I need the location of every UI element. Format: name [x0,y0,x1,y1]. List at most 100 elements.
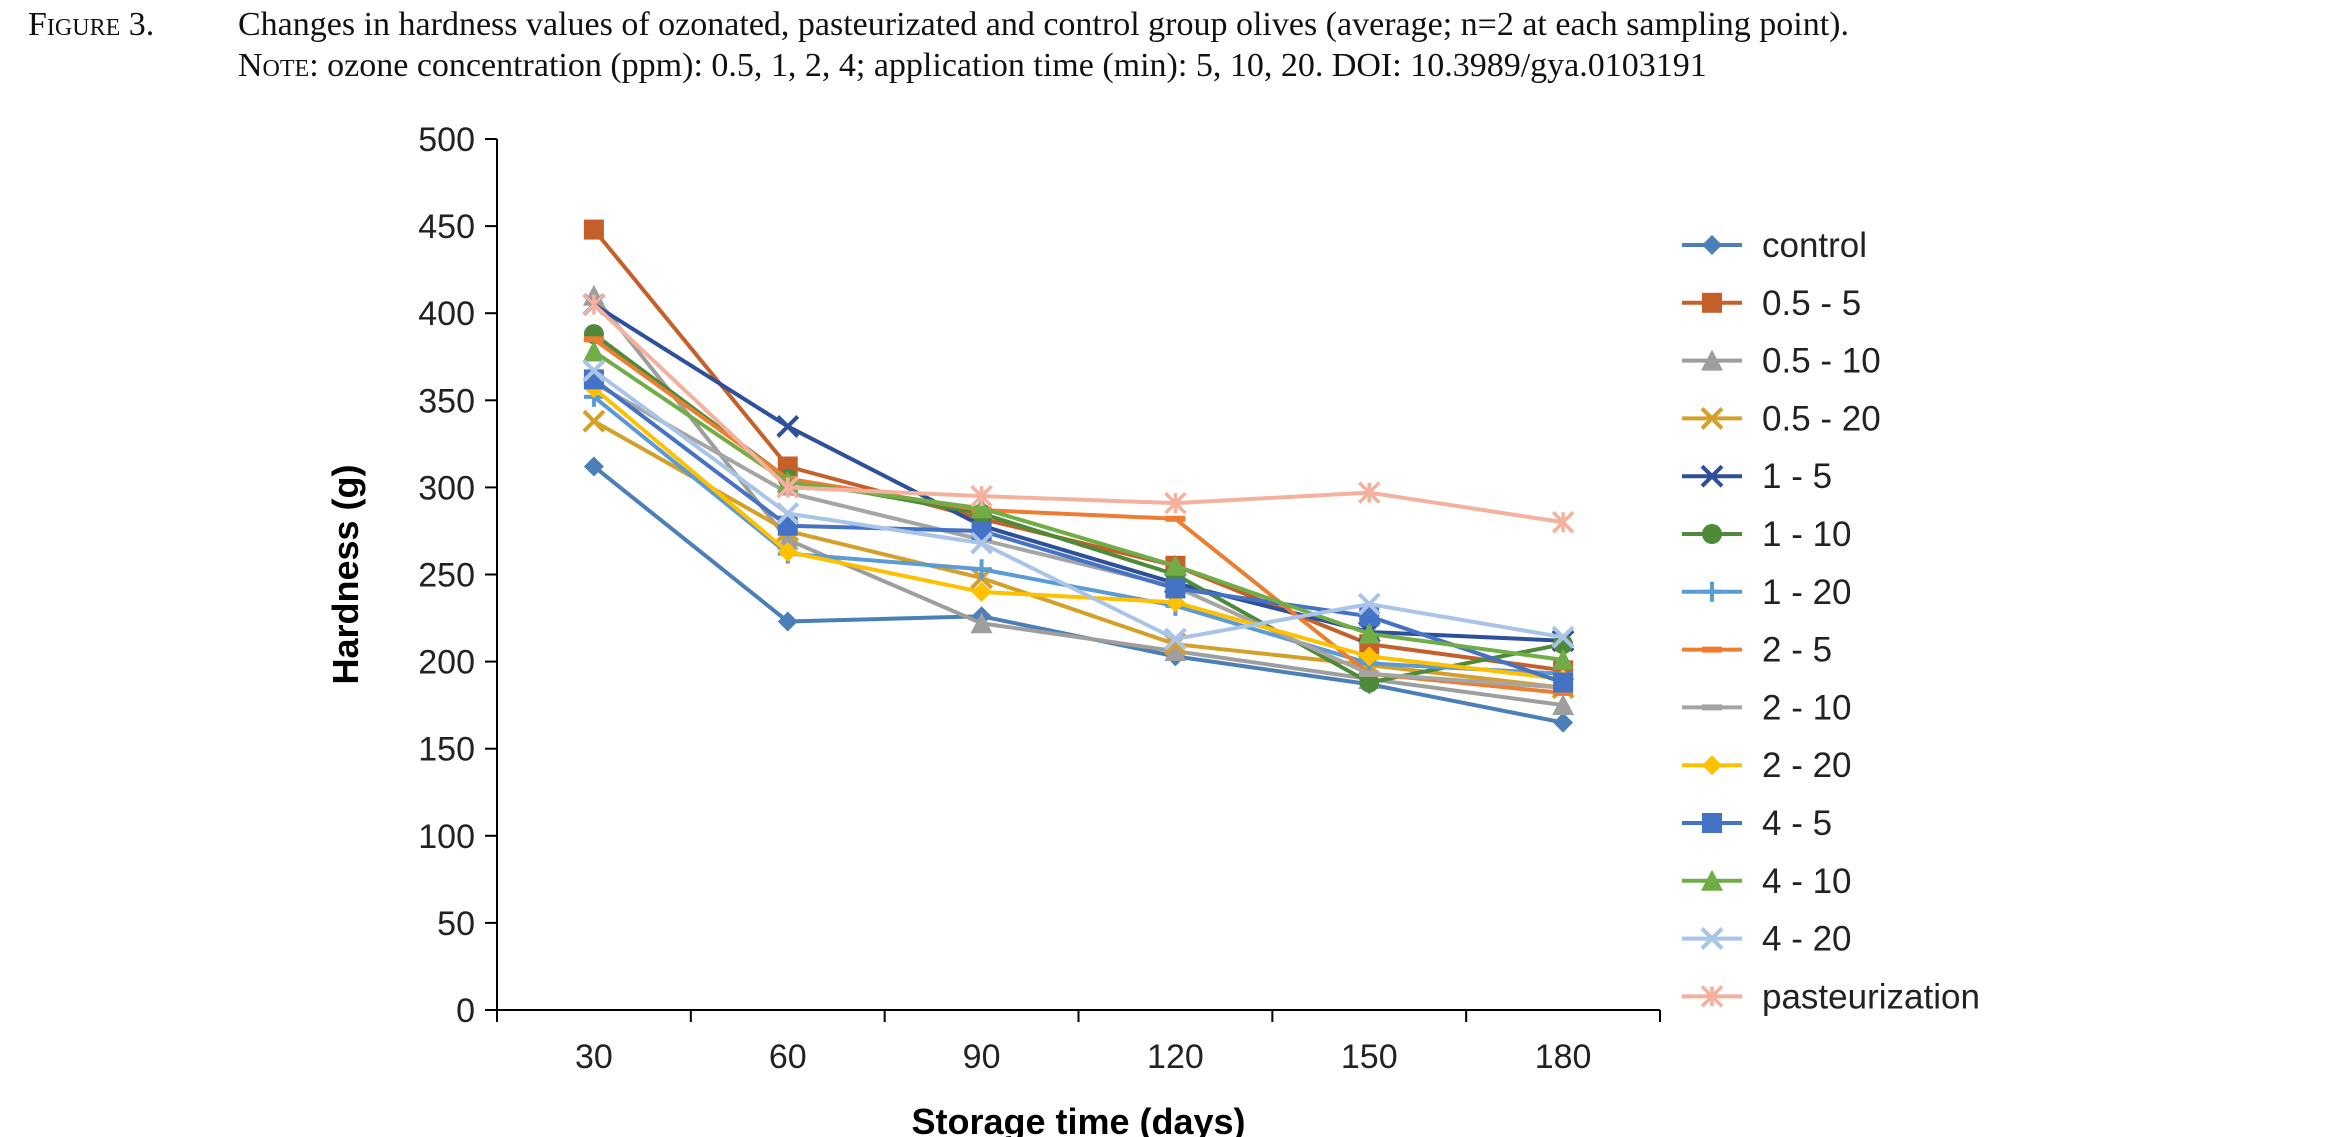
legend-item: 2 - 10 [1682,688,1852,727]
data-point [776,502,800,525]
data-point [582,293,606,316]
data-point [583,336,604,343]
caption-line2: ozone concentration (ppm): 0.5, 1, 2, 4;… [327,47,1707,84]
legend-marker [1702,524,1722,544]
legend-item: 0.5 - 20 [1682,399,1881,438]
legend-item: 0.5 - 5 [1682,284,1861,323]
data-point [1358,481,1381,504]
legend-marker [1702,755,1722,776]
data-point [1553,672,1574,693]
data-point [1551,625,1575,649]
y-tick-label: 100 [418,818,475,856]
x-tick-label: 90 [963,1038,1001,1076]
series-4-20 [582,359,1575,651]
legend-item: 4 - 10 [1682,862,1852,901]
x-tick-label: 120 [1147,1038,1204,1076]
series-line [592,377,1564,685]
series-line [592,381,1564,690]
data-point [1552,648,1575,670]
data-point [583,219,604,240]
data-point [1164,640,1187,662]
legend-marker [1702,292,1722,313]
x-tick-label: 30 [575,1038,613,1076]
legend-item: pasteurization [1682,977,1980,1016]
x-tick-label: 60 [769,1038,807,1076]
series-line [592,303,1564,525]
legend-item: 1 - 10 [1682,515,1852,554]
data-point [970,531,993,555]
legend-label: 4 - 20 [1762,920,1852,959]
legend-item: 0.5 - 10 [1682,342,1881,381]
data-point [776,528,799,550]
legend-label: pasteurization [1762,977,1980,1016]
y-tick-label: 400 [418,295,475,333]
series-4-5 [583,369,1574,693]
y-tick-label: 50 [437,905,475,943]
legend-label: 4 - 10 [1762,862,1852,901]
y-tick-label: 250 [418,557,475,595]
legend-marker [1702,646,1722,653]
chart-axes: 0 50 100 150 200 250 300 350 400 450 500 30 60 90 120 1… [325,121,1661,1137]
legend-label: 0.5 - 10 [1762,342,1881,381]
y-tick-label: 300 [418,469,475,507]
legend-marker [1702,813,1722,833]
data-point [1552,694,1575,716]
legend-item: 2 - 20 [1682,746,1852,785]
y-tick-label: 350 [418,382,475,420]
data-point [970,612,993,634]
data-point [776,415,800,438]
legend-label: control [1762,226,1867,265]
data-point [1165,515,1186,522]
plot-area [582,219,1575,733]
data-point [1551,511,1575,534]
legend-marker [1700,985,1724,1008]
series-line [592,302,1564,643]
data-point [971,559,992,580]
data-point [582,359,606,383]
y-tick-label: 0 [456,992,475,1030]
series-line [592,395,1564,676]
legend-item: 1 - 5 [1682,457,1832,496]
y-tick-label: 500 [418,121,475,159]
data-point [1553,689,1574,696]
data-point [1359,670,1380,677]
data-point [1164,491,1187,515]
data-point [1553,712,1574,733]
data-point [1553,634,1574,655]
figure-label: Figure 3. [28,6,155,43]
series-pasteurization [582,293,1575,534]
x-axis-title: Storage time (days) [911,1101,1245,1137]
chart-legend: control 0.5 - 5 0.5 - 10 0.5 - 20 1 - 5 1 - 1… [1682,226,1980,1016]
legend-label: 1 - 5 [1762,457,1832,496]
legend-marker [1701,349,1723,371]
series-line [592,369,1564,641]
data-point [1359,672,1380,693]
legend-label: 2 - 10 [1762,688,1852,727]
data-point [1164,554,1187,576]
legend-label: 4 - 5 [1762,804,1832,843]
legend-label: 0.5 - 20 [1762,399,1881,438]
x-tick-label: 150 [1341,1038,1398,1076]
data-point [776,476,799,499]
legend-label: 0.5 - 5 [1762,284,1861,323]
data-point [971,581,992,602]
caption-line1: Changes in hardness values of ozonated, … [238,6,1849,43]
y-axis-title: Hardness (g) [325,464,366,684]
figure-caption: Figure 3. Changes in hardness values of o… [28,4,1849,86]
data-point [777,611,798,632]
data-point [582,409,606,433]
data-point [582,340,605,362]
legend-item: control [1682,226,1867,265]
legend-marker [1702,704,1722,711]
legend-marker [1702,581,1722,602]
data-point [1165,578,1186,599]
legend-label: 2 - 5 [1762,631,1832,670]
data-point [1164,627,1187,651]
series-line [592,349,1564,662]
data-point [583,456,604,477]
legend-marker [1702,235,1722,255]
series-line [592,419,1564,690]
data-point [1359,646,1380,667]
series-line [592,386,1564,682]
